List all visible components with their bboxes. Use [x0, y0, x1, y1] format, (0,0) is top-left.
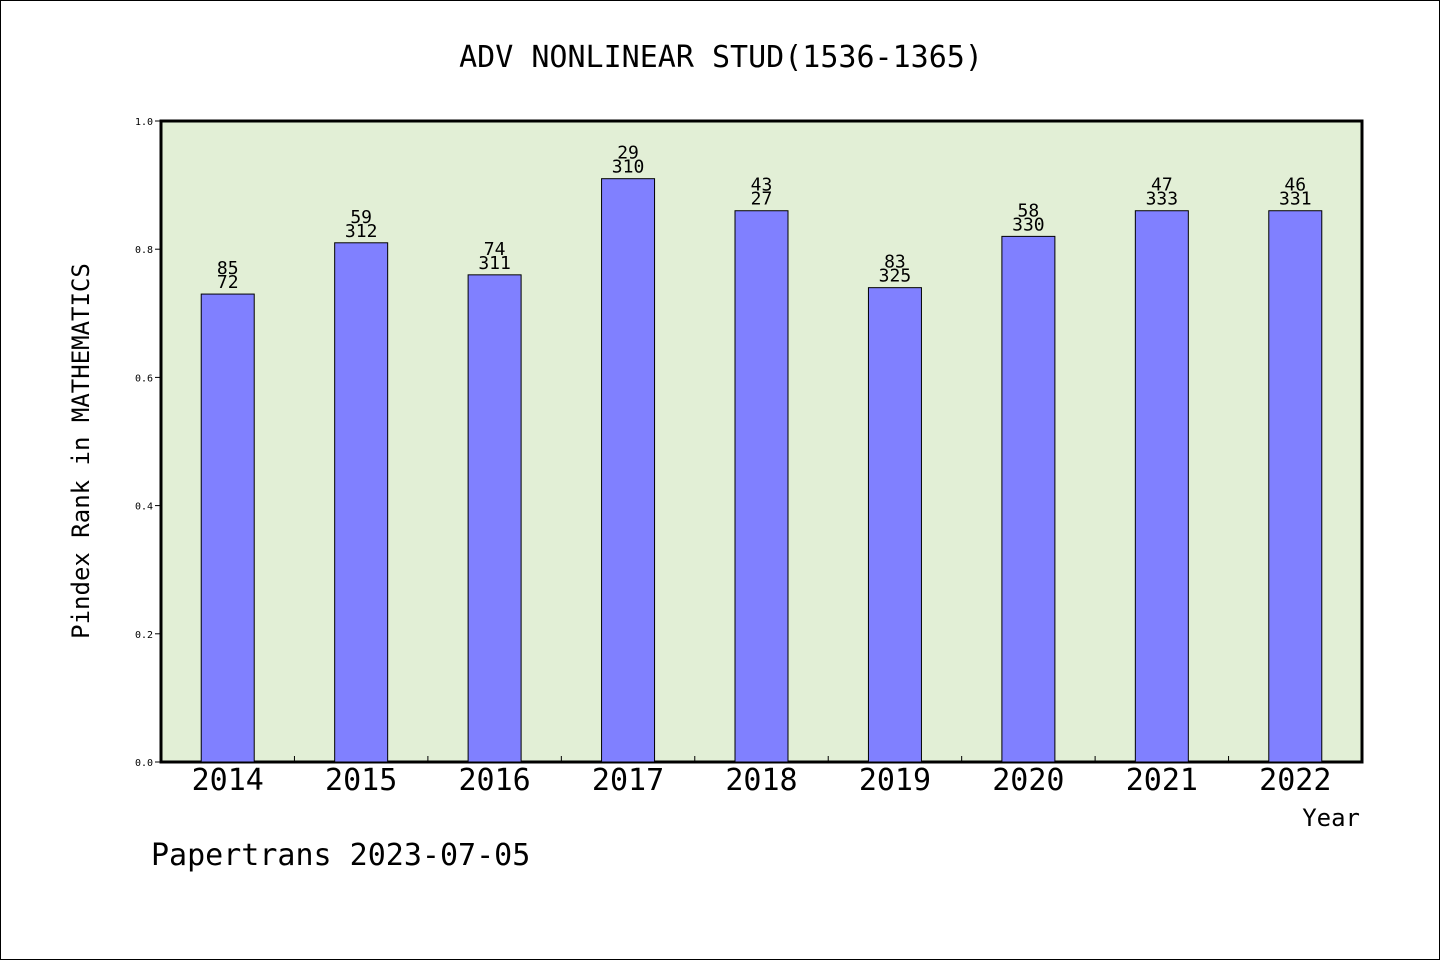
x-tick-label: 2019	[859, 763, 931, 798]
x-tick-label: 2021	[1126, 763, 1198, 798]
x-tick-label: 2018	[725, 763, 797, 798]
bar-bottom-label: 72	[217, 272, 239, 293]
bar-2017	[601, 178, 656, 763]
bar-bottom-label: 330	[1012, 214, 1045, 235]
y-tick-label: 0.6	[135, 373, 153, 384]
bar-2019	[867, 287, 922, 763]
bar-2021	[1134, 210, 1189, 763]
chart-title: ADV NONLINEAR STUD(1536-1365)	[459, 40, 983, 75]
bar-bottom-label: 311	[478, 253, 511, 274]
y-axis: 0.0 0.2 0.4 0.6 0.8 1.0	[135, 117, 161, 769]
bar-top-label: 74	[484, 239, 506, 260]
bar-bottom-label: 331	[1279, 189, 1312, 210]
y-tick-label: 1.0	[135, 117, 153, 128]
bar-2015	[334, 242, 389, 763]
bar-top-label: 83	[884, 252, 906, 273]
bar-top-label: 85	[217, 258, 239, 279]
x-axis-label: Year	[1302, 804, 1360, 832]
bar-top-label: 43	[751, 175, 773, 196]
x-tick-label: 2017	[592, 763, 664, 798]
x-tick-label: 2014	[192, 763, 264, 798]
bar-bottom-label: 333	[1146, 189, 1179, 210]
bar-series	[200, 178, 1323, 763]
y-tick-label: 0.2	[135, 630, 153, 641]
y-tick-label: 0.4	[135, 502, 153, 513]
bar-2016	[467, 274, 522, 763]
bar-top-label: 46	[1284, 175, 1306, 196]
y-tick-label: 0.0	[135, 758, 153, 769]
bar-2018	[734, 210, 789, 763]
x-tick-label: 2016	[458, 763, 530, 798]
bar-bottom-label: 325	[879, 266, 912, 287]
bar-2014	[200, 293, 255, 763]
bar-bottom-label: 310	[612, 157, 645, 178]
x-tick-label: 2022	[1259, 763, 1331, 798]
bar-2022	[1268, 210, 1323, 763]
bar-bottom-label: 27	[751, 189, 773, 210]
bar-top-label: 59	[350, 207, 372, 228]
y-axis-label: Pindex Rank in MATHEMATICS	[67, 263, 95, 639]
bar-2020	[1001, 235, 1056, 763]
x-tick-label: 2020	[992, 763, 1064, 798]
x-tick-label: 2015	[325, 763, 397, 798]
x-axis: 2014 2015 2016 2017 2018 2019 2020 2021 2022	[192, 756, 1331, 798]
bar-top-label: 29	[617, 143, 639, 164]
footer-credit: Papertrans 2023-07-05	[151, 838, 530, 873]
bar-bottom-label: 312	[345, 221, 378, 242]
bar-top-label: 58	[1018, 200, 1040, 221]
y-tick-label: 0.8	[135, 245, 153, 256]
bar-top-label: 47	[1151, 175, 1173, 196]
